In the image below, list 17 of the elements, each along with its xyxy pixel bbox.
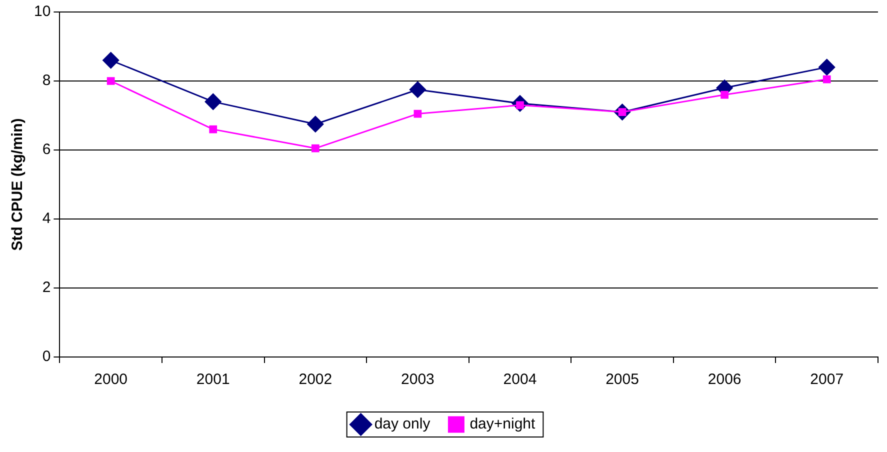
x-tick-label: 2004 xyxy=(503,371,537,388)
legend-label: day only xyxy=(374,416,431,433)
y-tick-label: 2 xyxy=(42,279,51,296)
legend-label: day+night xyxy=(470,416,536,433)
x-tick-label: 2002 xyxy=(298,371,332,388)
y-axis-title: Std CPUE (kg/min) xyxy=(9,118,26,251)
x-tick-label: 2000 xyxy=(94,371,128,388)
x-tick-label: 2006 xyxy=(708,371,742,388)
y-tick-label: 4 xyxy=(42,210,51,228)
x-tick-label: 2001 xyxy=(196,371,230,388)
x-tick-label: 2003 xyxy=(401,371,434,388)
x-tick-label: 2007 xyxy=(810,371,844,388)
x-tick-label: 2005 xyxy=(606,371,639,388)
y-tick-label: 0 xyxy=(42,348,51,366)
y-tick-label: 10 xyxy=(34,3,51,20)
y-tick-label: 6 xyxy=(42,141,51,158)
y-tick-label: 8 xyxy=(42,72,51,90)
